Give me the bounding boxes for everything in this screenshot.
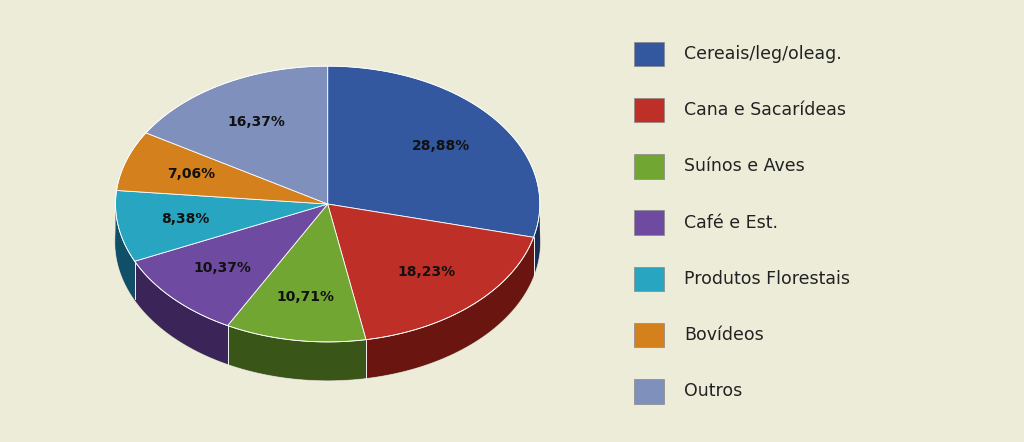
Text: 8,38%: 8,38% (161, 213, 210, 226)
Text: Produtos Florestais: Produtos Florestais (684, 270, 850, 288)
Polygon shape (116, 229, 328, 299)
Text: Outros: Outros (684, 382, 742, 400)
Polygon shape (117, 133, 328, 204)
Polygon shape (134, 242, 328, 364)
Polygon shape (227, 326, 366, 380)
Polygon shape (366, 237, 534, 378)
Text: Café e Est.: Café e Est. (684, 213, 778, 232)
Polygon shape (116, 104, 540, 380)
Polygon shape (328, 66, 540, 237)
Text: 10,37%: 10,37% (194, 261, 252, 275)
Polygon shape (146, 66, 328, 204)
FancyBboxPatch shape (634, 379, 665, 404)
FancyBboxPatch shape (634, 154, 665, 179)
Polygon shape (328, 242, 534, 378)
FancyBboxPatch shape (634, 42, 665, 66)
Polygon shape (227, 204, 366, 342)
Text: 16,37%: 16,37% (227, 115, 286, 130)
Text: 18,23%: 18,23% (397, 265, 456, 279)
Text: Bovídeos: Bovídeos (684, 326, 764, 344)
Text: Cereais/leg/oleag.: Cereais/leg/oleag. (684, 45, 842, 63)
Polygon shape (134, 261, 227, 364)
FancyBboxPatch shape (634, 210, 665, 235)
Polygon shape (328, 204, 534, 339)
Polygon shape (146, 104, 328, 242)
FancyBboxPatch shape (634, 98, 665, 122)
Text: 10,71%: 10,71% (276, 290, 335, 304)
Polygon shape (227, 242, 366, 380)
Polygon shape (328, 104, 540, 275)
FancyBboxPatch shape (634, 267, 665, 291)
Polygon shape (116, 191, 328, 261)
Text: 7,06%: 7,06% (167, 168, 215, 182)
Polygon shape (134, 204, 328, 326)
Polygon shape (116, 204, 134, 299)
Text: 28,88%: 28,88% (413, 139, 470, 153)
Text: Suínos e Aves: Suínos e Aves (684, 157, 805, 175)
Polygon shape (117, 171, 328, 242)
Text: Cana e Sacarídeas: Cana e Sacarídeas (684, 101, 846, 119)
Polygon shape (534, 205, 540, 275)
FancyBboxPatch shape (634, 323, 665, 347)
